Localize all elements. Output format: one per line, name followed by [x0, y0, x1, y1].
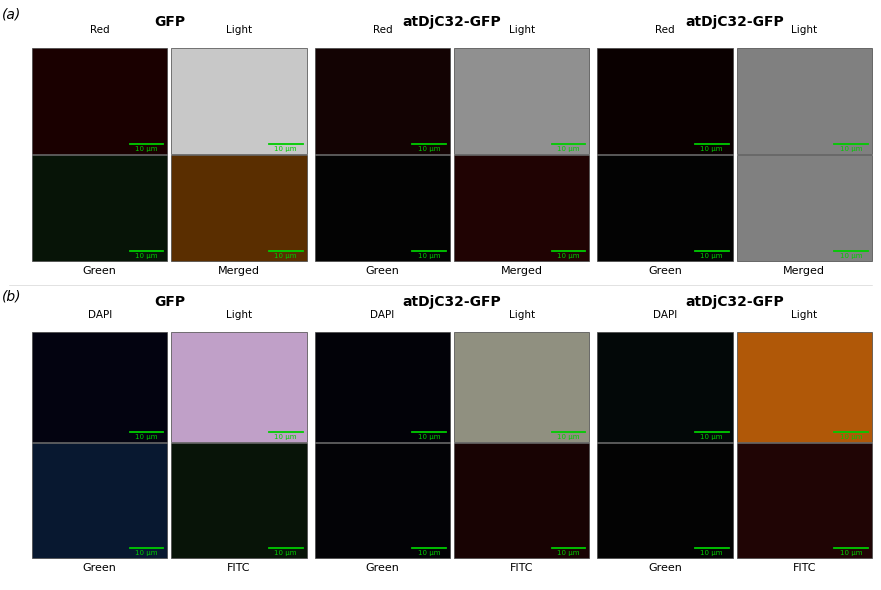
- Bar: [597, 155, 733, 261]
- Bar: [315, 48, 450, 154]
- Bar: [32, 48, 167, 154]
- Text: Light: Light: [508, 310, 535, 320]
- Text: 10 μm: 10 μm: [557, 550, 580, 556]
- Text: 10 μm: 10 μm: [700, 253, 723, 259]
- Bar: [454, 48, 589, 154]
- Text: Merged: Merged: [218, 266, 260, 276]
- Text: Red: Red: [90, 25, 109, 35]
- Bar: [737, 443, 872, 558]
- Bar: [171, 48, 307, 154]
- Text: FITC: FITC: [227, 563, 251, 573]
- Text: Merged: Merged: [500, 266, 543, 276]
- Text: 10 μm: 10 μm: [275, 146, 297, 152]
- Bar: [32, 443, 167, 558]
- Text: GFP: GFP: [154, 15, 185, 29]
- Text: Green: Green: [648, 563, 682, 573]
- Bar: [171, 332, 307, 442]
- Bar: [315, 443, 450, 558]
- Bar: [32, 155, 167, 261]
- Text: 10 μm: 10 μm: [135, 434, 158, 440]
- Text: 10 μm: 10 μm: [418, 550, 440, 556]
- Text: DAPI: DAPI: [370, 310, 395, 320]
- Bar: [597, 48, 733, 154]
- Text: 10 μm: 10 μm: [135, 550, 158, 556]
- Text: 10 μm: 10 μm: [418, 146, 440, 152]
- Text: GFP: GFP: [154, 295, 185, 309]
- Text: 10 μm: 10 μm: [700, 146, 723, 152]
- Text: 10 μm: 10 μm: [700, 434, 723, 440]
- Text: Red: Red: [655, 25, 675, 35]
- Bar: [454, 332, 589, 442]
- Bar: [597, 443, 733, 558]
- Text: Red: Red: [373, 25, 392, 35]
- Text: 10 μm: 10 μm: [418, 253, 440, 259]
- Text: DAPI: DAPI: [87, 310, 112, 320]
- Text: 10 μm: 10 μm: [275, 434, 297, 440]
- Text: atDjC32-GFP: atDjC32-GFP: [685, 295, 784, 309]
- Text: 10 μm: 10 μm: [418, 434, 440, 440]
- Text: atDjC32-GFP: atDjC32-GFP: [403, 15, 501, 29]
- Text: Green: Green: [366, 266, 399, 276]
- Text: Light: Light: [791, 310, 818, 320]
- Text: (b): (b): [2, 290, 21, 304]
- Text: 10 μm: 10 μm: [840, 146, 862, 152]
- Text: Green: Green: [366, 563, 399, 573]
- Text: Light: Light: [226, 25, 252, 35]
- Text: Merged: Merged: [783, 266, 825, 276]
- Bar: [315, 332, 450, 442]
- Bar: [315, 155, 450, 261]
- Text: 10 μm: 10 μm: [557, 434, 580, 440]
- Text: Green: Green: [83, 563, 116, 573]
- Bar: [737, 332, 872, 442]
- Text: 10 μm: 10 μm: [840, 253, 862, 259]
- Bar: [737, 155, 872, 261]
- Text: FITC: FITC: [510, 563, 533, 573]
- Text: atDjC32-GFP: atDjC32-GFP: [685, 15, 784, 29]
- Text: 10 μm: 10 μm: [275, 550, 297, 556]
- Bar: [454, 443, 589, 558]
- Text: 10 μm: 10 μm: [840, 550, 862, 556]
- Bar: [737, 48, 872, 154]
- Text: 10 μm: 10 μm: [135, 253, 158, 259]
- Text: Light: Light: [226, 310, 252, 320]
- Text: Light: Light: [791, 25, 818, 35]
- Text: atDjC32-GFP: atDjC32-GFP: [403, 295, 501, 309]
- Text: 10 μm: 10 μm: [557, 146, 580, 152]
- Text: 10 μm: 10 μm: [135, 146, 158, 152]
- Text: 10 μm: 10 μm: [700, 550, 723, 556]
- Text: FITC: FITC: [793, 563, 816, 573]
- Bar: [171, 443, 307, 558]
- Text: 10 μm: 10 μm: [840, 434, 862, 440]
- Text: 10 μm: 10 μm: [275, 253, 297, 259]
- Text: (a): (a): [2, 7, 21, 21]
- Text: 10 μm: 10 μm: [557, 253, 580, 259]
- Bar: [597, 332, 733, 442]
- Text: Green: Green: [648, 266, 682, 276]
- Text: Light: Light: [508, 25, 535, 35]
- Bar: [32, 332, 167, 442]
- Bar: [171, 155, 307, 261]
- Text: DAPI: DAPI: [653, 310, 677, 320]
- Bar: [454, 155, 589, 261]
- Text: Green: Green: [83, 266, 116, 276]
